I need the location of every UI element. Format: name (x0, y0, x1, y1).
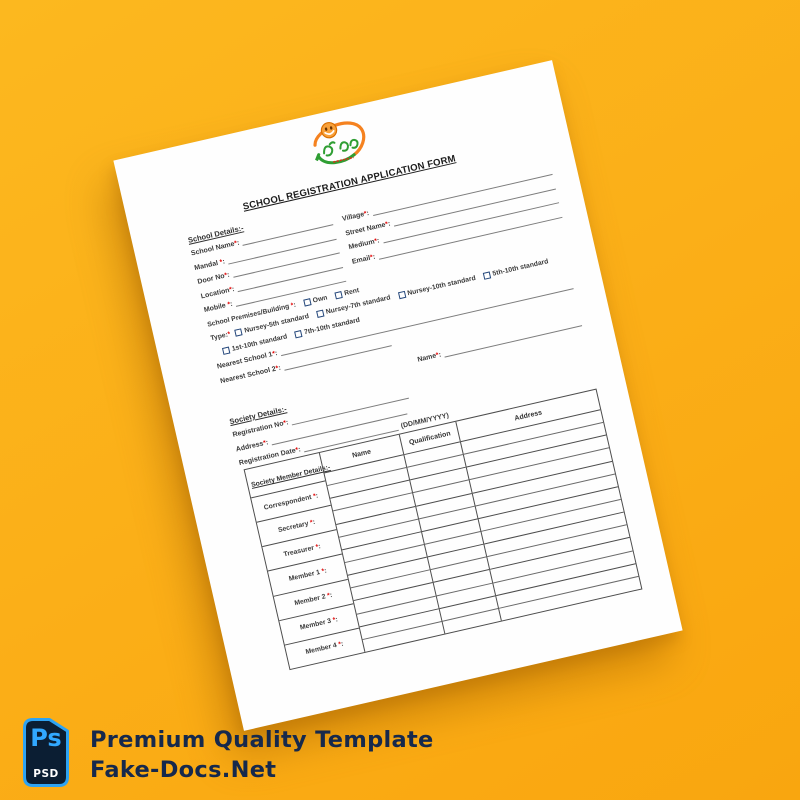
checkbox-label: 5th-10th standard (491, 258, 550, 278)
document-paper: SCHOOL REGISTRATION APPLICATION FORM Sch… (113, 60, 683, 731)
field-name: Name *: (417, 318, 583, 364)
checkbox-icon (302, 297, 312, 307)
footer-brand: Fake-Docs.Net (90, 756, 277, 783)
field-label: Village (341, 211, 365, 223)
required-marker: * (227, 330, 232, 339)
field-label: Location (200, 286, 231, 300)
field-label: Mandal (193, 259, 221, 272)
meeseva-logo-icon (313, 121, 366, 165)
field-label: Medium (347, 238, 376, 252)
footer-bar: Ps PSD Premium Quality Template Fake-Doc… (0, 700, 800, 800)
checkbox-label: Own (312, 293, 328, 305)
checkbox-icon (397, 290, 406, 300)
psd-label: PSD (33, 768, 59, 780)
checkbox-icon (234, 328, 243, 337)
field-label: Door No (196, 272, 226, 286)
checkbox-label: Nursey-10th standard (406, 274, 477, 298)
field-label: Name (416, 352, 437, 364)
ps-label: Ps (30, 724, 62, 752)
photoshop-badge-icon: Ps PSD (23, 718, 69, 787)
field-label: Mobile (203, 301, 229, 315)
field-label: Address (235, 439, 265, 453)
checkbox-icon (334, 290, 343, 299)
footer-tagline: Premium Quality Template (90, 727, 434, 753)
checkbox-icon (294, 329, 303, 338)
field-label: Type: (209, 331, 229, 343)
checkbox-icon (315, 309, 325, 319)
write-line (443, 318, 583, 358)
psd-file-shape-icon (23, 718, 69, 787)
field-label: Email (351, 254, 372, 266)
checkbox-icon (221, 346, 231, 355)
checkbox-label: Rent (343, 286, 360, 297)
checkbox-icon (482, 271, 492, 280)
